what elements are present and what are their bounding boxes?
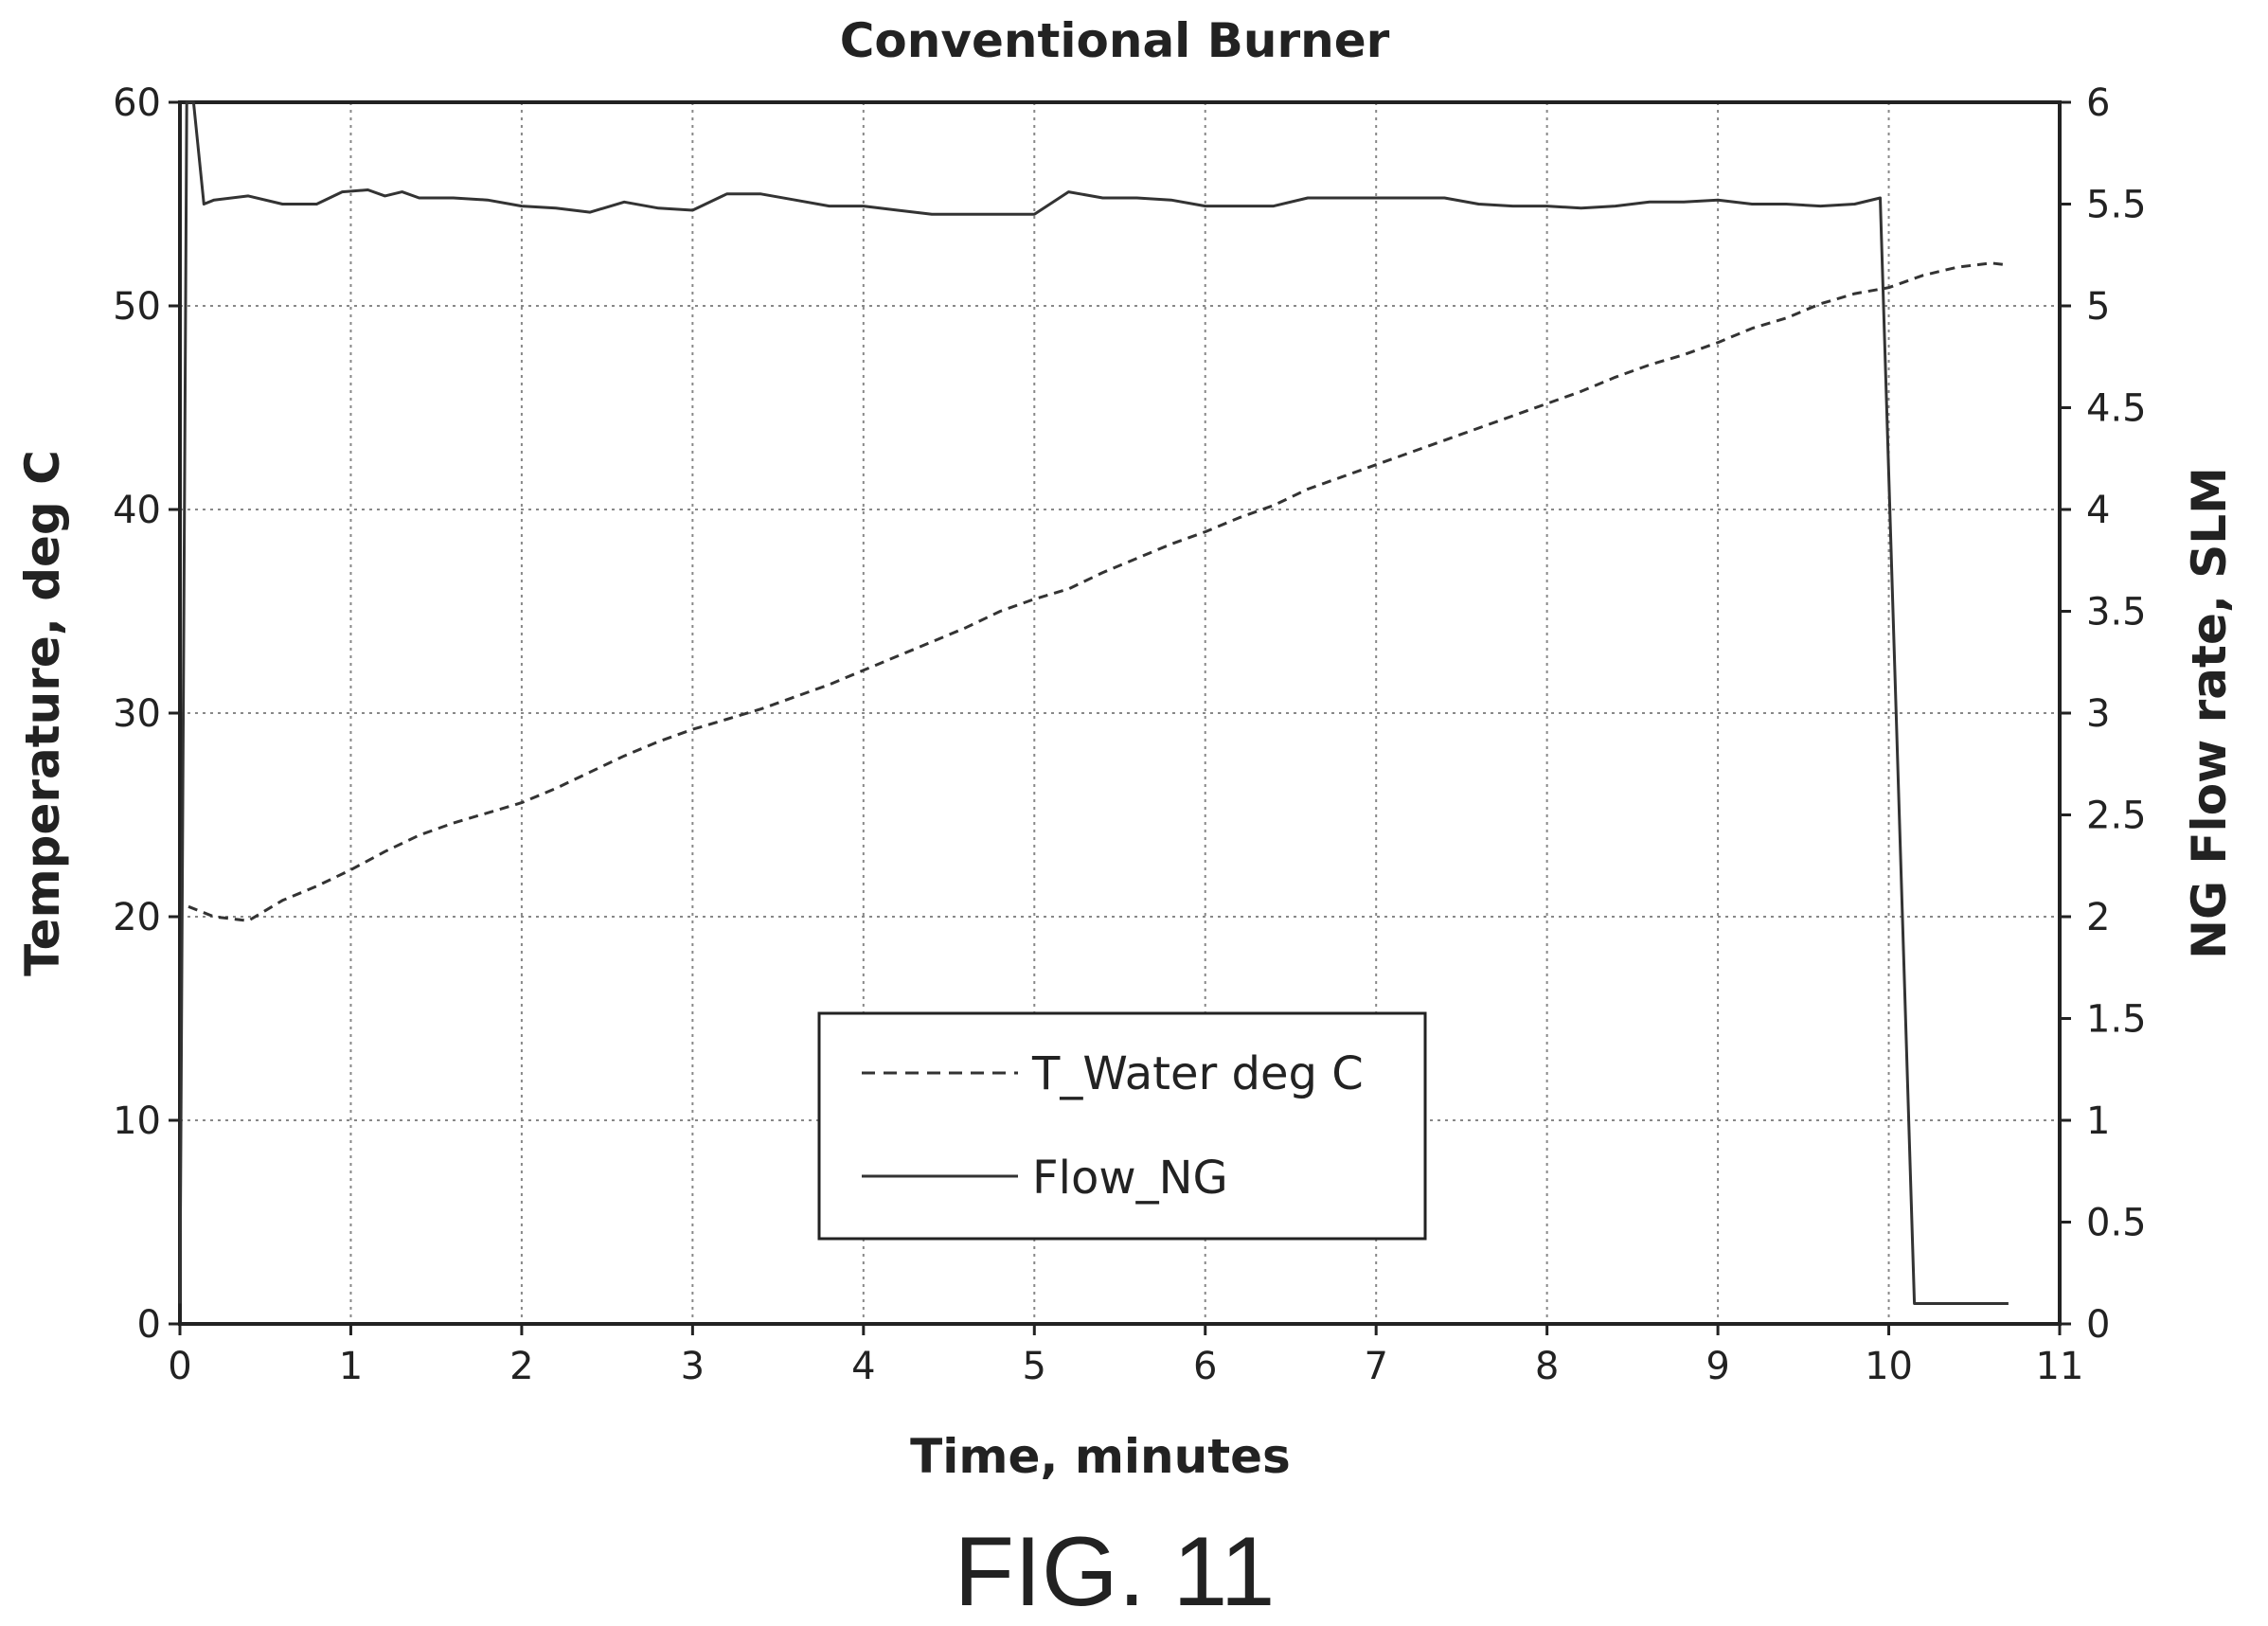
y-right-tick-label: 0.5 — [2086, 1202, 2147, 1245]
x-tick-label: 4 — [851, 1345, 875, 1388]
x-tick-label: 3 — [681, 1345, 705, 1388]
y-right-tick-label: 5.5 — [2086, 184, 2147, 227]
x-tick-label: 6 — [1193, 1345, 1217, 1388]
y-right-tick-label: 0 — [2086, 1303, 2110, 1347]
y-left-tick-label: 0 — [137, 1303, 161, 1347]
series-lines — [178, 100, 2009, 1305]
y-right-tick-label: 4.5 — [2086, 387, 2147, 431]
series-line-flow-ng — [178, 100, 2009, 1305]
x-tick-label: 9 — [1705, 1345, 1729, 1388]
y-left-axis-label: Temperature, deg C — [15, 450, 70, 976]
y-right-axis-ticks: 0 0.5 1 1.5 2 2.5 3 3.5 4 4.5 5 5.5 6 — [2060, 81, 2147, 1347]
y-left-tick-label: 60 — [113, 81, 161, 125]
x-tick-label: 10 — [1865, 1345, 1913, 1388]
x-axis-ticks: 0 1 2 3 4 5 6 7 8 9 10 11 — [168, 1324, 2083, 1388]
y-right-tick-label: 6 — [2086, 81, 2110, 125]
y-right-tick-label: 2.5 — [2086, 795, 2147, 838]
x-axis-label: Time, minutes — [910, 1429, 1291, 1484]
chart-title: Conventional Burner — [840, 13, 1390, 68]
x-tick-label: 0 — [168, 1345, 191, 1388]
y-right-tick-label: 5 — [2086, 285, 2110, 329]
x-tick-label: 8 — [1535, 1345, 1559, 1388]
legend-box — [817, 1011, 1427, 1241]
y-right-tick-label: 4 — [2086, 489, 2110, 532]
y-right-tick-label: 2 — [2086, 896, 2110, 939]
y-left-tick-label: 30 — [113, 692, 161, 736]
x-tick-label: 1 — [339, 1345, 363, 1388]
x-tick-label: 5 — [1023, 1345, 1046, 1388]
figure-caption: FIG. 11 — [954, 1517, 1275, 1622]
y-left-tick-label: 10 — [113, 1099, 161, 1143]
y-left-tick-label: 50 — [113, 285, 161, 329]
y-right-tick-label: 3 — [2086, 692, 2110, 736]
x-tick-label: 11 — [2036, 1345, 2084, 1388]
legend: T_Water deg C Flow_NG — [817, 1011, 1427, 1241]
y-left-tick-label: 20 — [113, 896, 161, 939]
x-tick-label: 7 — [1364, 1345, 1387, 1388]
x-tick-label: 2 — [509, 1345, 533, 1388]
legend-label-t-water: T_Water deg C — [1031, 1047, 1364, 1100]
legend-label-flow-ng: Flow_NG — [1032, 1152, 1228, 1205]
y-right-tick-label: 3.5 — [2086, 591, 2147, 634]
y-right-axis-label: NG Flow rate, SLM — [2182, 467, 2237, 959]
y-right-tick-label: 1.5 — [2086, 998, 2147, 1042]
series-line-t-water-deg-c — [188, 261, 2009, 922]
y-left-axis-ticks: 0 10 20 30 40 50 60 — [113, 81, 180, 1347]
y-left-tick-label: 40 — [113, 489, 161, 532]
y-right-tick-label: 1 — [2086, 1099, 2110, 1143]
